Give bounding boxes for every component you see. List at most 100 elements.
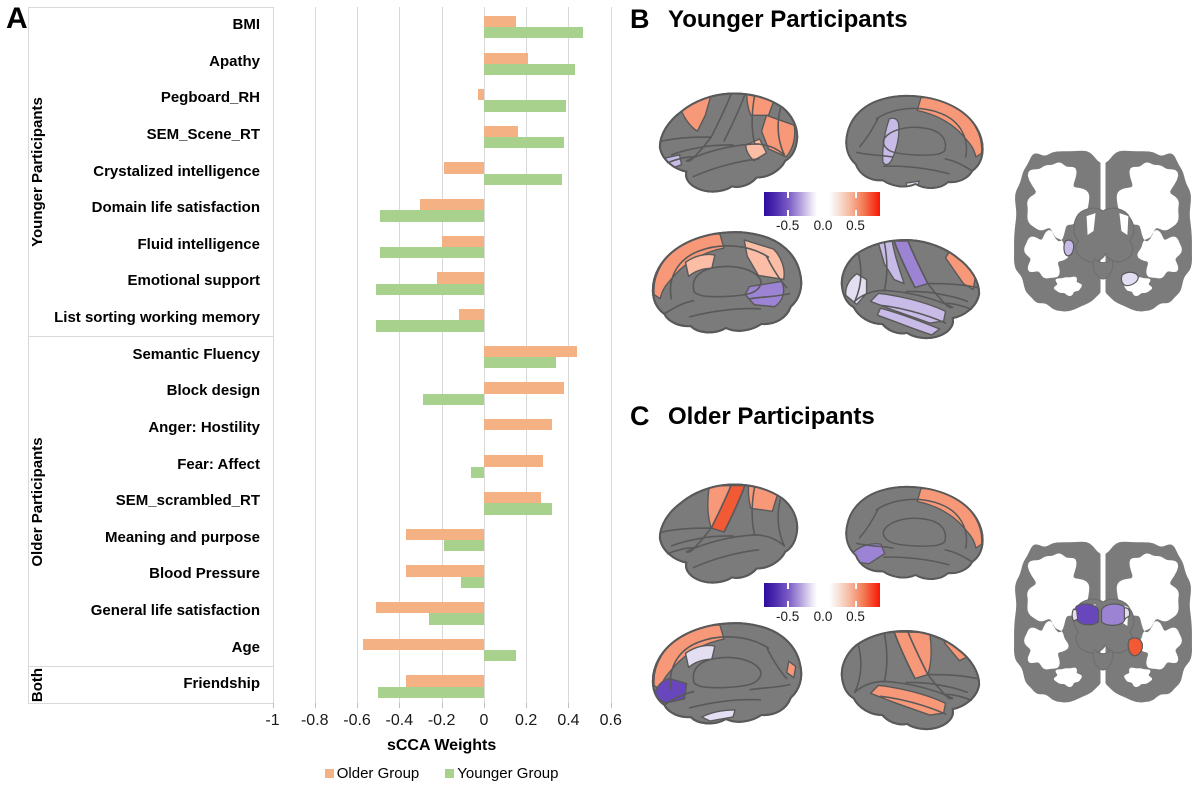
category-label: Fluid intelligence [137, 235, 260, 253]
younger-group-bar [376, 320, 484, 332]
group-separator-line [28, 6, 273, 8]
colorbar-tick-label: 0.0 [813, 218, 833, 233]
value-colorbar: -0.5 0.0 0.5 [764, 192, 880, 236]
brain-medial-left-view [651, 231, 803, 334]
x-tick-label: -1 [265, 712, 280, 729]
older-group-bar [363, 638, 484, 650]
x-tick-label: -0.4 [385, 712, 414, 729]
chart-legend: Older Group Younger Group [273, 763, 611, 783]
axis-tick [399, 703, 401, 708]
older-group-bar [483, 418, 552, 431]
panel-a-letter: A [6, 2, 28, 35]
younger-group-bar [380, 246, 484, 259]
legend-swatch-older [324, 768, 334, 778]
axis-tick [483, 703, 485, 708]
group-separator-line [28, 702, 273, 704]
axis-tick [314, 703, 316, 708]
panel-b-letter: B [630, 4, 650, 34]
panel-b-title: Younger Participants [668, 6, 908, 33]
colorbar-gradient [764, 192, 880, 216]
category-label: Block design [166, 382, 260, 400]
gridline [610, 7, 612, 703]
category-label: General life satisfaction [90, 602, 260, 620]
legend-label: Older Group [336, 764, 420, 782]
category-label: Friendship [183, 675, 260, 693]
younger-group-bar [483, 27, 584, 39]
x-tick-label: 0.2 [515, 712, 538, 729]
brain-lateral-left-view [658, 92, 799, 193]
older-group-bar [483, 382, 565, 394]
gridline [399, 7, 401, 703]
x-tick-label: 0 [479, 712, 489, 729]
axis-tick [441, 703, 443, 708]
axis-tick [357, 703, 359, 708]
older-group-bar [376, 602, 484, 614]
category-label: List sorting working memory [54, 309, 260, 327]
brain-medial-left-view [651, 622, 803, 725]
category-label: SEM_scrambled_RT [115, 492, 260, 510]
brain-medial-right-view [845, 94, 984, 189]
younger-group-bar [422, 393, 484, 405]
older-group-bar [420, 199, 484, 211]
group-separator-line [28, 336, 273, 338]
category-label: Semantic Fluency [132, 345, 260, 363]
older-group-bar [405, 565, 484, 577]
older-group-bar [443, 162, 484, 174]
older-group-bar [441, 235, 484, 247]
axis-tick [568, 703, 570, 708]
younger-group-bar [483, 173, 563, 186]
category-label: Age [231, 638, 260, 656]
label-block-left-border [28, 7, 29, 703]
x-axis-title: sCCA Weights [386, 737, 497, 754]
gridline [314, 7, 316, 703]
older-group-bar [483, 492, 541, 504]
colorbar-tick-label: -0.5 [776, 218, 800, 233]
group-separator-line [28, 665, 273, 667]
brain-coronal-slice [1013, 541, 1193, 703]
older-group-bar [483, 15, 516, 28]
legend-swatch-younger [445, 768, 455, 778]
x-tick-label: -0.2 [427, 712, 456, 729]
colorbar-gradient [764, 583, 880, 607]
older-group-bar [405, 675, 484, 687]
legend-item: Older Group [324, 764, 420, 782]
category-label: Emotional support [127, 272, 261, 290]
category-label: SEM_Scene_RT [146, 125, 260, 143]
colorbar-tick-label: -0.5 [776, 609, 800, 624]
category-label: Domain life satisfaction [91, 199, 260, 217]
category-label: Crystalized intelligence [93, 162, 260, 180]
older-group-bar [483, 345, 577, 357]
category-label: Blood Pressure [149, 565, 260, 583]
brain-lateral-right-view [840, 630, 981, 731]
gridline [272, 7, 274, 703]
panel-c-letter: C [630, 401, 650, 431]
brain-lateral-right-view [840, 239, 981, 340]
colorbar-tick-label: 0.5 [846, 609, 865, 624]
younger-group-bar [471, 466, 484, 479]
older-group-bar [483, 52, 529, 64]
scca-weights-bar-chart: -1 -0.8 -0.6 -0.4 -0.2 0 0.2 0.4 0.6 Younger Part… [28, 6, 622, 783]
brain-coronal-slice [1013, 150, 1193, 312]
older-group-bar [437, 272, 484, 284]
panel-c-title: Older Participants [668, 403, 875, 430]
older-group-bar [483, 125, 518, 138]
younger-group-bar [483, 63, 575, 76]
older-group-bar [405, 528, 484, 541]
legend-item: Younger Group [445, 765, 558, 782]
younger-group-bar [483, 649, 516, 662]
axis-tick [272, 703, 274, 708]
x-tick-label: -0.6 [343, 712, 371, 729]
category-label: Meaning and purpose [104, 528, 260, 546]
older-group-bar [483, 455, 544, 467]
younger-group-bar [460, 576, 484, 588]
younger-group-bar [483, 100, 567, 112]
category-label: Apathy [209, 52, 260, 70]
colorbar-tick-label: 0.0 [813, 609, 833, 624]
older-group-bar [477, 89, 484, 101]
younger-group-bar [443, 540, 484, 552]
category-label: BMI [232, 16, 261, 33]
older-group-bar [458, 308, 484, 321]
gridline [441, 7, 443, 703]
category-label: Fear: Affect [177, 455, 260, 473]
